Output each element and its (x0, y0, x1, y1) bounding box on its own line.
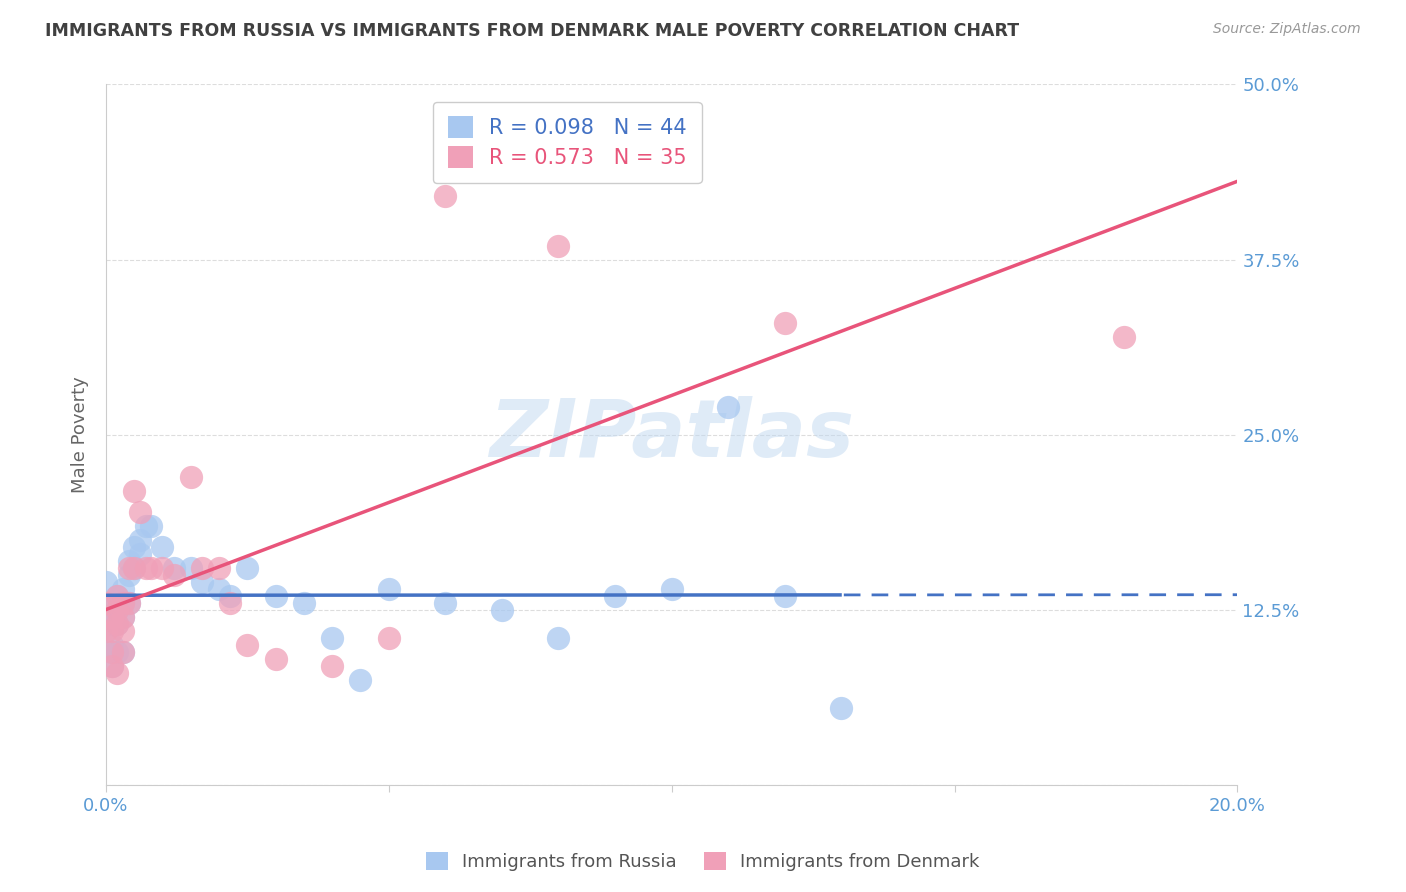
Point (321, 631, 343, 645)
Point (134, 518, 156, 533)
Point (117, 554, 139, 568)
Text: IMMIGRANTS FROM RUSSIA VS IMMIGRANTS FROM DENMARK MALE POVERTY CORRELATION CHART: IMMIGRANTS FROM RUSSIA VS IMMIGRANTS FRO… (45, 22, 1019, 40)
Legend: R = 0.098   N = 44, R = 0.573   N = 35: R = 0.098 N = 44, R = 0.573 N = 35 (433, 102, 702, 183)
Point (547, 631, 569, 645)
Point (830, 700, 852, 714)
Point (111, 609, 134, 624)
Point (264, 589, 287, 603)
Point (100, 645, 122, 659)
Point (547, 238, 569, 252)
Point (191, 574, 214, 589)
Y-axis label: Male Poverty: Male Poverty (72, 376, 89, 493)
Point (128, 547, 150, 561)
Point (141, 560, 163, 574)
Text: Source: ZipAtlas.com: Source: ZipAtlas.com (1213, 22, 1361, 37)
Point (603, 589, 626, 603)
Text: ZIPatlas: ZIPatlas (489, 395, 853, 474)
Point (434, 189, 457, 203)
Point (94, 596, 117, 610)
Point (105, 602, 128, 616)
Point (378, 582, 401, 596)
Point (111, 645, 134, 659)
Point (117, 596, 139, 610)
Point (111, 596, 134, 610)
Point (111, 596, 134, 610)
Point (1114, 329, 1136, 343)
Point (378, 631, 401, 645)
Point (122, 560, 145, 574)
Point (208, 560, 231, 574)
Point (100, 638, 122, 652)
Point (111, 645, 134, 659)
Point (180, 560, 202, 574)
Point (94, 574, 117, 589)
Point (117, 596, 139, 610)
Point (100, 658, 122, 673)
Point (349, 673, 371, 687)
Point (773, 316, 796, 330)
Point (94, 624, 117, 638)
Point (717, 400, 740, 414)
Point (180, 469, 202, 483)
Point (152, 540, 174, 554)
Point (105, 645, 128, 659)
Point (128, 505, 150, 519)
Point (292, 596, 315, 610)
Point (134, 560, 156, 574)
Point (208, 582, 231, 596)
Point (152, 560, 174, 574)
Point (105, 589, 128, 603)
Point (117, 567, 139, 582)
Point (191, 560, 214, 574)
Point (117, 560, 139, 574)
Point (100, 658, 122, 673)
Point (773, 589, 796, 603)
Point (105, 616, 128, 631)
Point (100, 609, 122, 624)
Point (219, 596, 242, 610)
Point (264, 651, 287, 665)
Point (100, 624, 122, 638)
Point (491, 602, 513, 616)
Point (141, 518, 163, 533)
Point (105, 602, 128, 616)
Point (94, 596, 117, 610)
Point (111, 624, 134, 638)
Legend: Immigrants from Russia, Immigrants from Denmark: Immigrants from Russia, Immigrants from … (419, 845, 987, 879)
Point (105, 665, 128, 680)
Point (661, 582, 683, 596)
Point (219, 589, 242, 603)
Point (100, 616, 122, 631)
Point (111, 582, 134, 596)
Point (122, 560, 145, 574)
Point (105, 616, 128, 631)
Point (163, 567, 186, 582)
Point (236, 560, 259, 574)
Point (128, 533, 150, 547)
Point (321, 658, 343, 673)
Point (434, 596, 457, 610)
Point (111, 609, 134, 624)
Point (105, 589, 128, 603)
Point (100, 609, 122, 624)
Point (122, 540, 145, 554)
Point (122, 483, 145, 498)
Point (100, 645, 122, 659)
Point (236, 638, 259, 652)
Point (163, 560, 186, 574)
